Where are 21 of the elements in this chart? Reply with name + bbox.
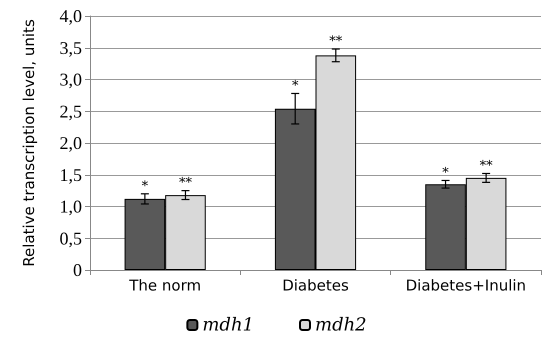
y-tick-label: 4,0 [60,6,82,26]
legend-label: mdh1 [202,314,254,336]
data-label: * [142,178,149,194]
x-tick-label: Diabetes+Inulin [406,276,526,294]
y-tick-label: 0 [73,260,82,280]
y-tick-label: 3,0 [60,70,82,90]
y-tick-label: 0,5 [60,228,82,248]
y-tick-label: 1,5 [60,164,82,185]
y-tick-label: 2,0 [60,133,82,153]
x-tick-label: Diabetes [282,276,349,294]
y-tick-label: 1,0 [60,196,82,216]
y-tick-label: 2,5 [60,101,82,122]
data-label: * [292,78,299,94]
data-label: ** [329,34,343,50]
data-label: * [442,165,450,180]
data-label: ** [178,176,192,191]
x-tick-label: The norm [128,276,202,294]
y-tick-label: 3,5 [60,38,82,58]
data-label: ** [480,158,494,174]
y-axis-title: Relative transcription level, units [20,19,38,267]
legend-label: mdh2 [315,314,367,336]
